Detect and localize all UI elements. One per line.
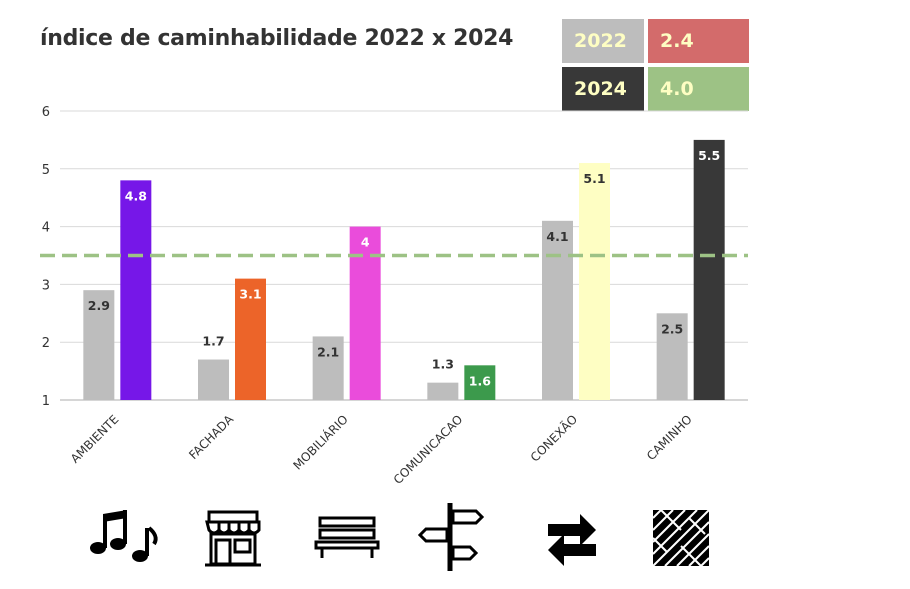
x-tick-label: MOBILIÁRIO: [290, 412, 351, 473]
bar-2024-3: [464, 365, 496, 400]
y-tick-label: 4: [42, 221, 50, 236]
bar-2024-0: [120, 180, 152, 400]
value-label-2024-1: 3.1: [239, 287, 261, 302]
bar-2022-0: [83, 290, 115, 400]
x-tick-label: FACHADA: [186, 412, 237, 463]
value-label-2024-4: 5.1: [583, 171, 605, 186]
category-icons: [90, 503, 710, 571]
legend-avg-2022: 2.4: [648, 19, 749, 63]
bench-icon: [314, 516, 380, 558]
value-labels: 2.9 4.8 AMBIENTE 1.7 3.1 FACHADA 2.1 4 MOBILIÁRI…: [68, 148, 720, 487]
x-tick-label: CAMINHO: [644, 412, 695, 463]
value-label-2022-5: 2.5: [661, 321, 683, 336]
bars: [83, 139, 725, 400]
bar-2024-2: [349, 226, 381, 400]
legend-year-2022: 2022: [562, 19, 644, 63]
legend-avg-2024: 4.0: [648, 67, 749, 111]
bar-2022-4: [542, 220, 573, 400]
value-label-2022-3: 1.3: [432, 357, 454, 372]
grid-lines: 1 2 3 4 5 6: [42, 105, 748, 409]
value-label-2022-2: 2.1: [317, 344, 339, 359]
music-notes-icon: [90, 510, 158, 562]
swap-arrows-icon: [548, 514, 596, 566]
y-tick-label: 1: [42, 394, 50, 409]
bar-2024-4: [579, 163, 610, 400]
y-tick-label: 2: [42, 336, 50, 351]
signpost-icon: [417, 503, 485, 571]
bar-2024-5: [693, 139, 725, 400]
y-tick-label: 5: [42, 163, 50, 178]
bar-2024-1: [235, 278, 266, 400]
x-tick-label: AMBIENTE: [68, 412, 122, 466]
pavement-pattern-icon: [652, 509, 710, 567]
chart-title: índice de caminhabilidade 2022 x 2024: [40, 26, 514, 51]
bar-2022-5: [656, 313, 688, 400]
value-label-2024-2: 4: [361, 235, 370, 250]
legend-year-2024: 2024: [562, 67, 644, 111]
bar-2022-1: [198, 359, 229, 400]
value-label-2024-5: 5.5: [698, 148, 720, 163]
bar-2022-2: [312, 336, 344, 400]
storefront-icon: [205, 510, 261, 567]
value-label-2024-3: 1.6: [469, 373, 491, 388]
value-label-2022-1: 1.7: [202, 334, 224, 349]
y-tick-label: 6: [42, 105, 50, 120]
value-label-2022-0: 2.9: [88, 298, 110, 313]
bar-2022-3: [427, 382, 459, 400]
value-label-2024-0: 4.8: [125, 188, 147, 203]
value-label-2022-4: 4.1: [546, 229, 568, 244]
x-tick-label: CONEXÃO: [527, 412, 580, 465]
y-tick-label: 3: [42, 278, 50, 293]
x-tick-label: COMUNICACAO: [391, 412, 466, 487]
